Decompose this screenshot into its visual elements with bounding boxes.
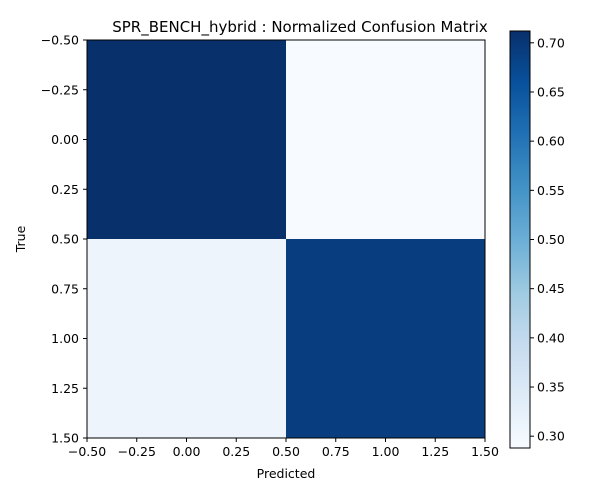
x-tick-label: 0.75: [322, 444, 350, 459]
y-tick-label: −0.50: [41, 33, 79, 48]
y-tick-label: 1.00: [51, 331, 79, 346]
x-tick-label: 1.25: [421, 444, 449, 459]
colorbar-tick-label: 0.30: [537, 429, 565, 444]
y-tick-label: 0.00: [51, 132, 79, 147]
y-tick-label: 0.75: [51, 281, 79, 296]
x-axis-ticks: −0.50 −0.25 0.00 0.25 0.50 0.75 1.00 1.25 1.50: [68, 438, 499, 459]
x-tick-label: −0.25: [118, 444, 156, 459]
y-tick-label: 0.25: [51, 182, 79, 197]
colorbar: [509, 30, 531, 449]
x-tick-label: −0.50: [68, 444, 106, 459]
colorbar-tick-label: 0.70: [537, 35, 565, 50]
x-axis-label: Predicted: [257, 466, 316, 481]
y-tick-label: 1.25: [51, 381, 79, 396]
x-tick-label: 0.25: [222, 444, 250, 459]
x-tick-label: 0.00: [173, 444, 201, 459]
colorbar-ticks: 0.30 0.35 0.40 0.45 0.50 0.55 0.60 0.65 0.70: [530, 35, 565, 444]
colorbar-tick-label: 0.60: [537, 134, 565, 149]
y-axis-ticks: −0.50 −0.25 0.00 0.25 0.50 0.75 1.00 1.25 1.50: [41, 33, 87, 446]
heatmap-cell-0-1: [286, 40, 485, 239]
colorbar-tick-label: 0.35: [537, 380, 565, 395]
y-tick-label: 0.50: [51, 232, 79, 247]
y-axis-label: True: [13, 225, 28, 253]
heatmap-cell-0-0: [87, 40, 286, 239]
colorbar-tick-label: 0.50: [537, 232, 565, 247]
heatmap-cells: [87, 40, 485, 438]
x-tick-label: 1.00: [372, 444, 400, 459]
x-tick-label: 1.50: [471, 444, 499, 459]
colorbar-tick-label: 0.55: [537, 183, 565, 198]
colorbar-tick-label: 0.45: [537, 281, 565, 296]
colorbar-tick-label: 0.40: [537, 330, 565, 345]
chart-title: SPR_BENCH_hybrid : Normalized Confusion …: [112, 18, 488, 37]
colorbar-tick-label: 0.65: [537, 84, 565, 99]
y-tick-label: −0.25: [41, 82, 79, 97]
y-tick-label: 1.50: [51, 431, 79, 446]
heatmap-cell-1-0: [87, 239, 286, 438]
x-tick-label: 0.50: [272, 444, 300, 459]
heatmap-cell-1-1: [286, 239, 485, 438]
